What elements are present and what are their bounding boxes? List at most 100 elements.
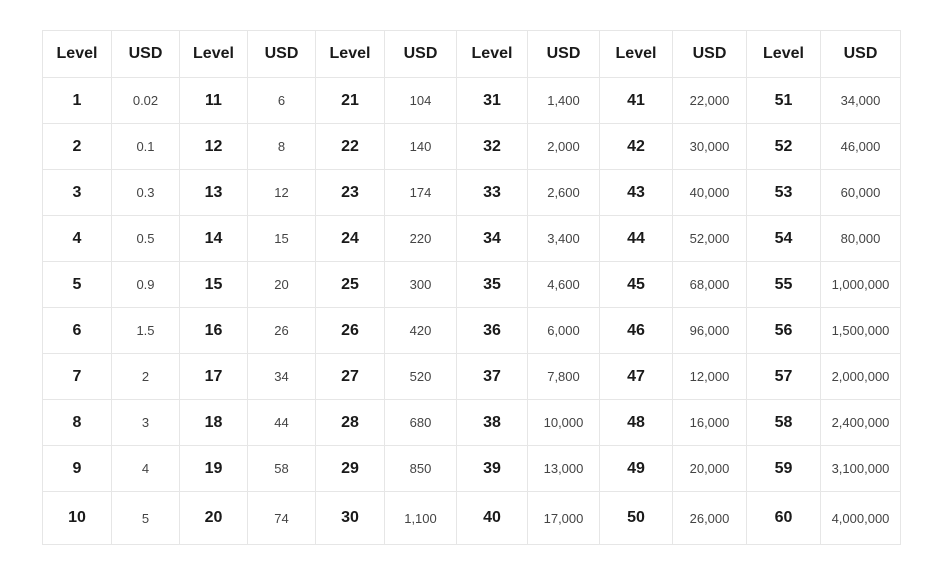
level-cell: 26	[315, 307, 385, 354]
level-cell: 29	[315, 445, 385, 492]
level-cell: 9	[42, 445, 112, 492]
level-cell: 40	[456, 491, 528, 545]
usd-cell: 174	[384, 169, 457, 216]
level-cell: 28	[315, 399, 385, 446]
usd-cell: 850	[384, 445, 457, 492]
usd-cell: 68,000	[672, 261, 747, 308]
usd-cell: 680	[384, 399, 457, 446]
level-cell: 60	[746, 491, 821, 545]
usd-cell: 60,000	[820, 169, 901, 216]
level-cell: 7	[42, 353, 112, 400]
level-cell: 35	[456, 261, 528, 308]
level-cell: 14	[179, 215, 248, 262]
level-cell: 22	[315, 123, 385, 170]
usd-cell: 12,000	[672, 353, 747, 400]
usd-cell: 1,100	[384, 491, 457, 545]
level-cell: 52	[746, 123, 821, 170]
level-cell: 41	[599, 77, 673, 124]
level-cell: 20	[179, 491, 248, 545]
usd-cell: 40,000	[672, 169, 747, 216]
usd-cell: 4,000,000	[820, 491, 901, 545]
usd-cell: 12	[247, 169, 316, 216]
level-cell: 51	[746, 77, 821, 124]
table-row: 9 4 19 58 29 850 39 13,000 49 20,000 59 3,100,000	[42, 445, 901, 492]
table-row: 6 1.5 16 26 26 420 36 6,000 46 96,000 56 1,500,000	[42, 307, 901, 354]
usd-cell: 140	[384, 123, 457, 170]
usd-cell: 44	[247, 399, 316, 446]
level-cell: 55	[746, 261, 821, 308]
level-cell: 50	[599, 491, 673, 545]
usd-cell: 8	[247, 123, 316, 170]
table-row: 10 5 20 74 30 1,100 40 17,000 50 26,000 60 4,000,00…	[42, 491, 901, 545]
usd-cell: 3,400	[527, 215, 600, 262]
table-row: 5 0.9 15 20 25 300 35 4,600 45 68,000 55 1,000,000	[42, 261, 901, 308]
level-cell: 47	[599, 353, 673, 400]
level-cell: 30	[315, 491, 385, 545]
usd-cell: 15	[247, 215, 316, 262]
column-header-usd: USD	[820, 30, 901, 78]
usd-cell: 74	[247, 491, 316, 545]
usd-cell: 520	[384, 353, 457, 400]
usd-cell: 17,000	[527, 491, 600, 545]
level-cell: 24	[315, 215, 385, 262]
usd-cell: 1,500,000	[820, 307, 901, 354]
usd-cell: 6	[247, 77, 316, 124]
usd-cell: 34	[247, 353, 316, 400]
column-header-level: Level	[42, 30, 112, 78]
level-cell: 8	[42, 399, 112, 446]
level-cell: 58	[746, 399, 821, 446]
level-cell: 53	[746, 169, 821, 216]
table-row: 7 2 17 34 27 520 37 7,800 47 12,000 57 2,000,000	[42, 353, 901, 400]
level-usd-table-container: Level USD Level USD Level USD Level USD Level USD…	[42, 30, 901, 545]
table-header-row: Level USD Level USD Level USD Level USD Level USD…	[42, 30, 901, 78]
level-cell: 46	[599, 307, 673, 354]
level-cell: 18	[179, 399, 248, 446]
level-cell: 23	[315, 169, 385, 216]
column-header-level: Level	[179, 30, 248, 78]
usd-cell: 2,400,000	[820, 399, 901, 446]
usd-cell: 420	[384, 307, 457, 354]
level-cell: 12	[179, 123, 248, 170]
usd-cell: 16,000	[672, 399, 747, 446]
usd-cell: 10,000	[527, 399, 600, 446]
usd-cell: 34,000	[820, 77, 901, 124]
level-cell: 3	[42, 169, 112, 216]
usd-cell: 13,000	[527, 445, 600, 492]
level-cell: 10	[42, 491, 112, 545]
level-cell: 4	[42, 215, 112, 262]
level-cell: 11	[179, 77, 248, 124]
usd-cell: 26,000	[672, 491, 747, 545]
level-cell: 39	[456, 445, 528, 492]
level-cell: 32	[456, 123, 528, 170]
usd-cell: 22,000	[672, 77, 747, 124]
usd-cell: 5	[111, 491, 180, 545]
column-header-level: Level	[456, 30, 528, 78]
level-cell: 48	[599, 399, 673, 446]
column-header-level: Level	[746, 30, 821, 78]
usd-cell: 0.1	[111, 123, 180, 170]
level-cell: 49	[599, 445, 673, 492]
level-cell: 31	[456, 77, 528, 124]
usd-cell: 3,100,000	[820, 445, 901, 492]
usd-cell: 4	[111, 445, 180, 492]
usd-cell: 2,000	[527, 123, 600, 170]
usd-cell: 1,000,000	[820, 261, 901, 308]
column-header-usd: USD	[247, 30, 316, 78]
usd-cell: 0.3	[111, 169, 180, 216]
table-row: 2 0.1 12 8 22 140 32 2,000 42 30,000 52 46,000	[42, 123, 901, 170]
level-cell: 37	[456, 353, 528, 400]
usd-cell: 3	[111, 399, 180, 446]
level-cell: 59	[746, 445, 821, 492]
level-cell: 2	[42, 123, 112, 170]
level-cell: 6	[42, 307, 112, 354]
level-cell: 13	[179, 169, 248, 216]
usd-cell: 1.5	[111, 307, 180, 354]
usd-cell: 52,000	[672, 215, 747, 262]
level-cell: 17	[179, 353, 248, 400]
usd-cell: 0.02	[111, 77, 180, 124]
level-cell: 5	[42, 261, 112, 308]
usd-cell: 20,000	[672, 445, 747, 492]
usd-cell: 58	[247, 445, 316, 492]
level-cell: 33	[456, 169, 528, 216]
column-header-level: Level	[599, 30, 673, 78]
